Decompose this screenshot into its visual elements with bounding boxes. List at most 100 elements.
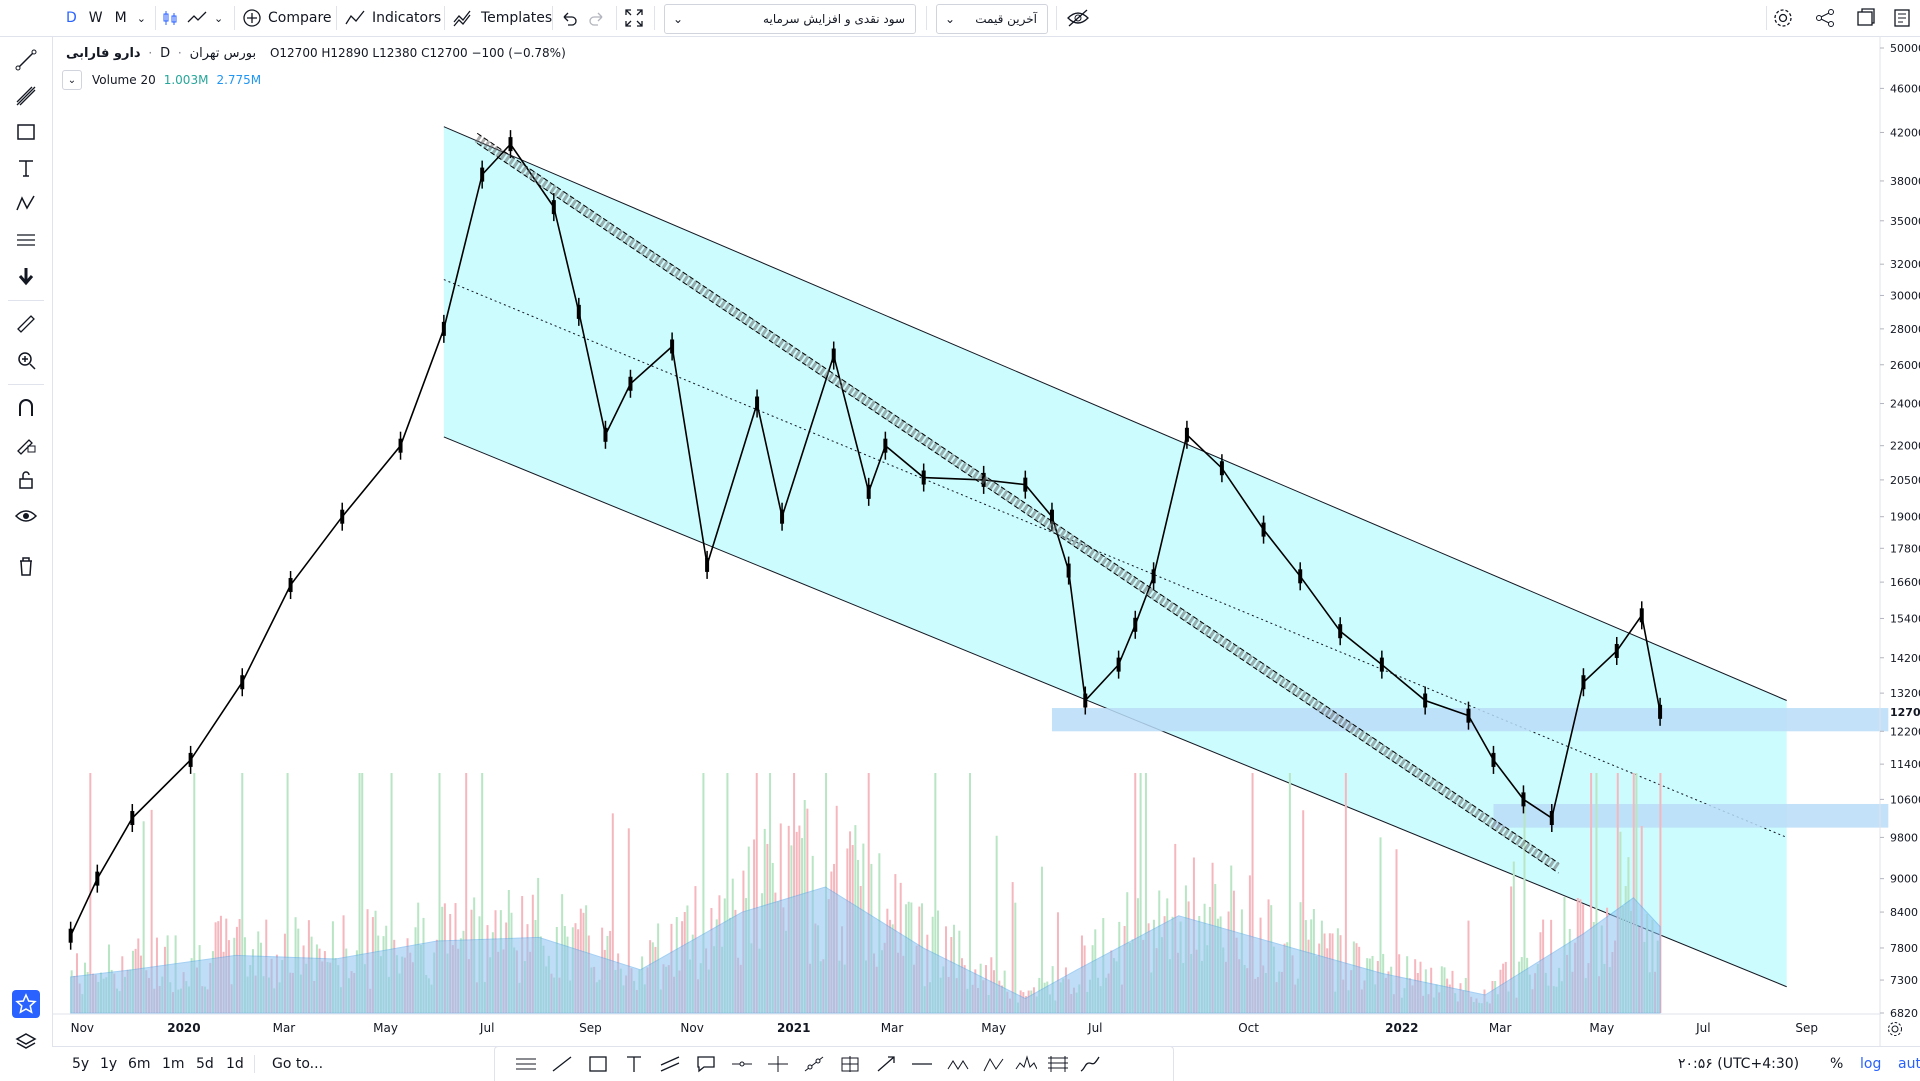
volume-bar <box>1520 957 1523 1013</box>
settings-gear-icon[interactable] <box>1772 0 1794 36</box>
brush-icon[interactable] <box>1075 1051 1105 1077</box>
parallel-channel[interactable] <box>443 126 1787 988</box>
extended-line-icon[interactable] <box>799 1051 829 1077</box>
unlock-icon[interactable] <box>12 466 40 494</box>
pattern-tool-icon[interactable] <box>12 190 40 218</box>
goto-button[interactable]: Go to... <box>272 1056 324 1072</box>
range-1d[interactable]: 1d <box>226 1056 244 1072</box>
volume-bar <box>345 948 348 1013</box>
text-tool-icon[interactable] <box>12 154 40 182</box>
horizontal-line-icon[interactable] <box>907 1051 937 1077</box>
axis-settings-gear-icon[interactable] <box>1880 1016 1910 1042</box>
price-candle <box>628 376 633 391</box>
undo-icon[interactable] <box>560 0 578 36</box>
volume-bar <box>987 994 990 1013</box>
abcd-pattern-icon[interactable] <box>979 1051 1009 1077</box>
timeframe-m[interactable]: M <box>114 10 127 26</box>
rectangle-icon[interactable] <box>12 118 40 146</box>
timeframe-w[interactable]: W <box>88 10 103 26</box>
arrow-tool-icon[interactable] <box>871 1051 901 1077</box>
prediction-tool-icon[interactable] <box>12 226 40 254</box>
hide-eye-icon[interactable] <box>1066 0 1090 36</box>
volume-bar <box>259 942 262 1013</box>
magnet-icon[interactable] <box>12 394 40 422</box>
fib-retracement-icon[interactable] <box>1043 1051 1073 1077</box>
timeframe-d[interactable]: D <box>66 10 77 26</box>
percent-toggle[interactable]: % <box>1830 1056 1844 1072</box>
lock-drawing-icon[interactable] <box>12 430 40 458</box>
ruler-icon[interactable] <box>12 310 40 338</box>
trend-line-icon[interactable] <box>547 1051 577 1077</box>
chart-type-chevron-icon[interactable]: ⌄ <box>214 11 224 25</box>
volume-bar <box>883 942 886 1013</box>
redo-icon[interactable] <box>588 0 606 36</box>
collapse-chevron-icon[interactable]: ⌄ <box>62 70 82 90</box>
timeframe-chevron-icon[interactable]: ⌄ <box>136 11 146 25</box>
volume-bar <box>702 773 705 1013</box>
volume-bar <box>1371 955 1374 1013</box>
channel-icon[interactable] <box>655 1051 685 1077</box>
price-candle <box>883 438 888 453</box>
trash-icon[interactable] <box>12 552 40 580</box>
templates-button[interactable]: Templates <box>452 0 552 36</box>
volume-bar <box>1128 942 1131 1013</box>
volume-bar <box>849 831 852 1013</box>
volume-label[interactable]: Volume 20 <box>92 73 156 87</box>
support-zones[interactable] <box>1051 708 1889 828</box>
range-6m[interactable]: 6m <box>128 1056 151 1072</box>
fullscreen-icon[interactable] <box>624 0 644 36</box>
volume-bar <box>934 773 937 1013</box>
indicators-button[interactable]: Indicators <box>344 0 441 36</box>
price-source-dropdown[interactable]: ⌄ آخرین قیمت <box>936 4 1048 34</box>
share-icon[interactable] <box>1814 0 1836 36</box>
time-axis[interactable]: Nov 2020 Mar May Jul Sep Nov 2021 Mar May Jul Oct 20… <box>52 1013 1880 1035</box>
price-tick-label: 11400 <box>1890 758 1920 771</box>
time-tick-label: Sep <box>579 1021 602 1035</box>
trend-line-icon[interactable] <box>12 46 40 74</box>
callout-icon[interactable] <box>691 1051 721 1077</box>
dividends-dropdown[interactable]: ⌄ سود نقدی و افزایش سرمایه <box>664 4 916 34</box>
line-style-icon[interactable]: ⌄ <box>186 0 223 36</box>
fib-tool-icon[interactable] <box>12 82 40 110</box>
horizontal-lines-icon[interactable] <box>511 1051 541 1077</box>
price-range-icon[interactable] <box>835 1051 865 1077</box>
volume-bar <box>1395 849 1398 1013</box>
range-1m[interactable]: 1m <box>162 1056 185 1072</box>
volume-bar <box>286 773 289 1013</box>
favorites-star-icon[interactable] <box>12 990 40 1018</box>
auto-toggle[interactable]: auto <box>1898 1056 1920 1072</box>
eye-icon[interactable] <box>12 502 40 530</box>
volume-bar <box>446 953 449 1013</box>
volume-bar <box>667 965 670 1013</box>
rectangle-icon[interactable] <box>583 1051 613 1077</box>
candles-style-icon[interactable] <box>160 0 180 36</box>
volume-bar <box>627 828 630 1013</box>
price-axis[interactable]: 50000 46000 42000 38000 35000 32000 30000 28000… <box>1879 36 1920 1046</box>
volume-bar <box>995 835 998 1013</box>
price-tick-label: 7800 <box>1890 942 1918 955</box>
range-5d[interactable]: 5d <box>196 1056 214 1072</box>
symbol-name[interactable]: دارو فارابی <box>66 46 141 61</box>
log-toggle[interactable]: log <box>1860 1056 1882 1072</box>
head-shoulders-icon[interactable] <box>1011 1051 1041 1077</box>
volume-bar <box>1091 945 1094 1013</box>
snapshot-icon[interactable] <box>1854 0 1876 36</box>
volume-bar <box>155 937 158 1013</box>
horizontal-ray-icon[interactable] <box>727 1051 757 1077</box>
zoom-in-icon[interactable] <box>12 346 40 374</box>
compare-button[interactable]: Compare <box>242 0 332 36</box>
range-1y[interactable]: 1y <box>100 1056 118 1072</box>
clock-timezone[interactable]: ۲۰:۵۶ (UTC+4:30) <box>1678 1056 1800 1072</box>
chart-settings-icon[interactable] <box>1892 0 1912 36</box>
text-icon[interactable] <box>619 1051 649 1077</box>
volume-bar <box>265 919 268 1013</box>
volume-bar <box>454 903 457 1013</box>
range-5y[interactable]: 5y <box>72 1056 90 1072</box>
layers-icon[interactable] <box>12 1028 40 1056</box>
volume-bar <box>822 959 825 1013</box>
elliott-wave-icon[interactable] <box>943 1051 973 1077</box>
arrow-down-icon[interactable] <box>12 262 40 290</box>
cross-line-icon[interactable] <box>763 1051 793 1077</box>
trend-lines[interactable] <box>474 132 1561 874</box>
